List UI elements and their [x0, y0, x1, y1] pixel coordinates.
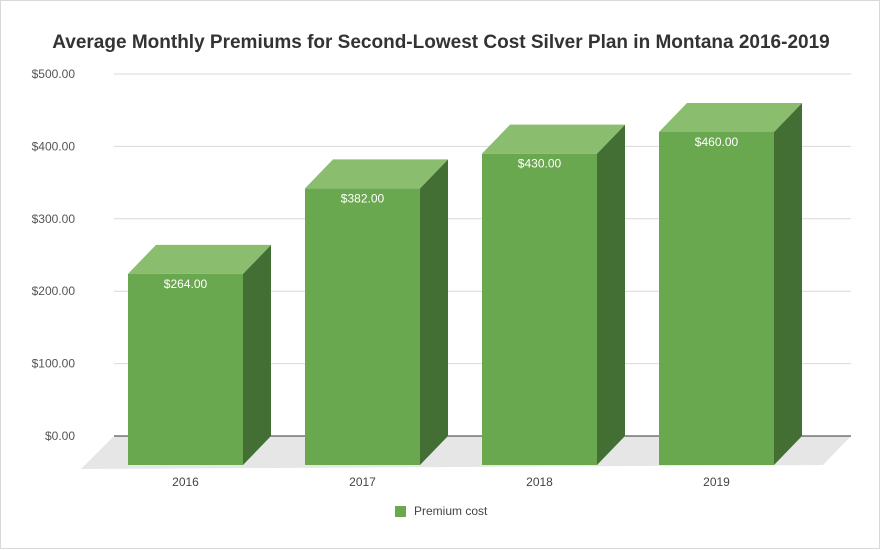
y-tick-label: $200.00: [32, 284, 76, 298]
y-tick-label: $500.00: [32, 67, 76, 81]
y-tick-label: $0.00: [45, 429, 75, 443]
x-axis-ticks: 2016 2017 2018 2019: [172, 475, 730, 489]
bar-front-face: [482, 153, 597, 465]
data-labels: $264.00 $382.00 $430.00 $460.00: [164, 135, 739, 291]
bar-2016: [128, 244, 271, 465]
bar-front-face: [305, 188, 420, 465]
bar-side-face: [420, 159, 448, 465]
bar-top-face: [482, 124, 625, 154]
bar-side-face: [243, 244, 271, 465]
y-axis-ticks: $0.00 $100.00 $200.00 $300.00 $400.00 $500.00: [32, 67, 76, 443]
bar-top-face: [305, 159, 448, 189]
y-tick-label: $300.00: [32, 212, 76, 226]
chart-floor: [81, 436, 851, 469]
x-tick-label-2018: 2018: [526, 475, 553, 489]
bar-front-face: [128, 273, 243, 465]
bar-top-face: [659, 102, 802, 132]
bar-2017: [305, 159, 448, 465]
legend-label-premium-cost: Premium cost: [414, 504, 488, 518]
data-label-2017: $382.00: [341, 191, 385, 205]
data-label-2016: $264.00: [164, 277, 208, 291]
bars: [128, 102, 802, 466]
x-tick-label-2017: 2017: [349, 475, 376, 489]
x-tick-label-2016: 2016: [172, 475, 199, 489]
data-label-2018: $430.00: [518, 157, 562, 171]
bar-2018: [482, 124, 625, 466]
chart-title: Average Monthly Premiums for Second-Lowe…: [52, 32, 829, 53]
legend-swatch-premium-cost: [395, 506, 406, 517]
legend: Premium cost: [395, 504, 488, 518]
x-tick-label-2019: 2019: [703, 475, 730, 489]
y-tick-label: $100.00: [32, 357, 76, 371]
bar-top-face: [128, 244, 271, 274]
y-tick-label: $400.00: [32, 139, 76, 153]
data-label-2019: $460.00: [695, 135, 739, 149]
bar-front-face: [659, 131, 774, 465]
bar-side-face: [597, 124, 625, 466]
floor-plane: [81, 436, 851, 469]
bar-side-face: [774, 102, 802, 466]
bar-2019: [659, 102, 802, 466]
